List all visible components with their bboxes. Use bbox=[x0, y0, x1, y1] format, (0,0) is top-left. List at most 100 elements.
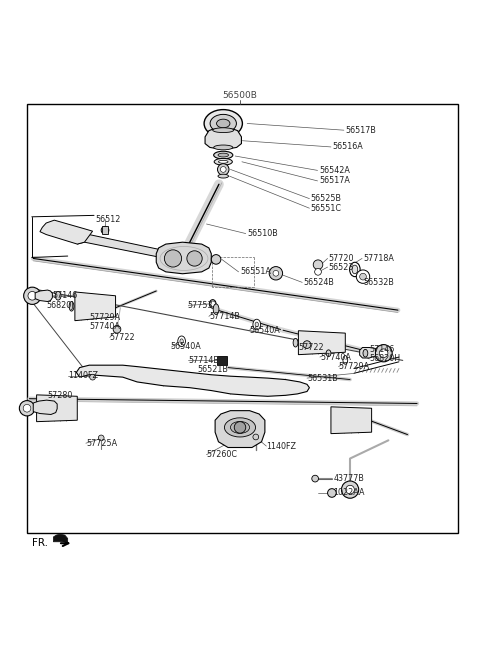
Ellipse shape bbox=[210, 114, 237, 132]
Ellipse shape bbox=[55, 291, 61, 300]
Text: 57740A: 57740A bbox=[320, 352, 351, 361]
Text: 56521B: 56521B bbox=[197, 365, 228, 374]
Circle shape bbox=[346, 485, 354, 494]
Circle shape bbox=[341, 481, 359, 498]
Text: 56510B: 56510B bbox=[247, 229, 278, 238]
Circle shape bbox=[253, 434, 259, 440]
Ellipse shape bbox=[178, 336, 185, 347]
Text: 56540A: 56540A bbox=[250, 326, 280, 335]
Circle shape bbox=[19, 400, 35, 416]
Ellipse shape bbox=[218, 174, 228, 178]
Circle shape bbox=[210, 301, 216, 307]
Circle shape bbox=[211, 254, 221, 264]
Text: 56542A: 56542A bbox=[319, 166, 350, 175]
Text: 57718A: 57718A bbox=[363, 254, 394, 263]
Text: 57260C: 57260C bbox=[206, 450, 238, 459]
Circle shape bbox=[180, 245, 192, 256]
Text: 57729A: 57729A bbox=[338, 362, 370, 371]
Text: 56517A: 56517A bbox=[319, 177, 350, 186]
Polygon shape bbox=[53, 534, 68, 542]
Bar bbox=[102, 227, 108, 234]
Text: 56512: 56512 bbox=[96, 215, 121, 224]
Circle shape bbox=[217, 164, 229, 175]
Circle shape bbox=[187, 251, 202, 266]
Circle shape bbox=[234, 422, 246, 433]
Ellipse shape bbox=[218, 153, 228, 157]
Text: 57722: 57722 bbox=[299, 343, 324, 352]
Circle shape bbox=[303, 341, 311, 349]
Text: 56516A: 56516A bbox=[332, 142, 363, 151]
Polygon shape bbox=[36, 395, 77, 422]
Polygon shape bbox=[156, 242, 211, 274]
Circle shape bbox=[164, 250, 181, 267]
Text: 57146: 57146 bbox=[369, 345, 395, 354]
Polygon shape bbox=[215, 411, 265, 448]
Ellipse shape bbox=[180, 339, 183, 343]
Ellipse shape bbox=[327, 489, 336, 497]
Ellipse shape bbox=[216, 119, 230, 128]
Polygon shape bbox=[360, 347, 375, 358]
Circle shape bbox=[315, 269, 322, 275]
Text: 56531B: 56531B bbox=[307, 374, 338, 383]
Ellipse shape bbox=[343, 356, 348, 364]
Text: 56820H: 56820H bbox=[369, 354, 400, 363]
Text: 43777B: 43777B bbox=[333, 474, 364, 483]
Polygon shape bbox=[35, 290, 52, 302]
Text: 56525B: 56525B bbox=[311, 194, 342, 203]
Circle shape bbox=[375, 345, 392, 362]
Circle shape bbox=[273, 271, 279, 276]
Circle shape bbox=[113, 325, 121, 333]
Ellipse shape bbox=[213, 128, 234, 132]
Circle shape bbox=[312, 475, 319, 482]
Polygon shape bbox=[75, 292, 116, 321]
Polygon shape bbox=[33, 400, 57, 415]
Circle shape bbox=[28, 291, 36, 300]
Polygon shape bbox=[40, 220, 93, 244]
Circle shape bbox=[23, 404, 31, 412]
Bar bbox=[27, 104, 458, 533]
Circle shape bbox=[24, 287, 41, 304]
Ellipse shape bbox=[218, 160, 228, 163]
Text: 57725A: 57725A bbox=[86, 439, 117, 448]
Ellipse shape bbox=[255, 322, 258, 327]
Polygon shape bbox=[76, 365, 310, 397]
Text: 1022AA: 1022AA bbox=[333, 489, 365, 498]
Circle shape bbox=[379, 349, 388, 358]
Circle shape bbox=[360, 273, 366, 280]
Ellipse shape bbox=[349, 262, 360, 276]
Text: 56532B: 56532B bbox=[363, 278, 394, 287]
Ellipse shape bbox=[352, 265, 358, 274]
Ellipse shape bbox=[214, 151, 233, 159]
Ellipse shape bbox=[363, 349, 368, 357]
Ellipse shape bbox=[253, 319, 261, 330]
Text: 57720: 57720 bbox=[328, 254, 354, 263]
Text: 57722: 57722 bbox=[110, 333, 135, 342]
Text: 56500B: 56500B bbox=[223, 92, 257, 100]
Ellipse shape bbox=[214, 145, 233, 150]
Text: 56524B: 56524B bbox=[303, 278, 334, 287]
Text: 57280: 57280 bbox=[47, 391, 72, 400]
Ellipse shape bbox=[225, 418, 255, 437]
Ellipse shape bbox=[204, 110, 242, 138]
Text: 56517B: 56517B bbox=[345, 126, 376, 135]
Text: 56551C: 56551C bbox=[311, 204, 342, 213]
Text: 57729A: 57729A bbox=[89, 313, 120, 322]
Text: 57146: 57146 bbox=[52, 291, 78, 300]
Text: 57740A: 57740A bbox=[89, 323, 120, 332]
Circle shape bbox=[269, 267, 283, 280]
Circle shape bbox=[98, 435, 104, 441]
Ellipse shape bbox=[209, 300, 216, 308]
Ellipse shape bbox=[213, 304, 219, 315]
Text: 56551A: 56551A bbox=[240, 267, 271, 276]
Ellipse shape bbox=[69, 302, 74, 311]
Text: 57753: 57753 bbox=[187, 301, 213, 310]
Text: 57714B: 57714B bbox=[188, 356, 219, 365]
Text: FR.: FR. bbox=[32, 538, 48, 548]
Text: 56540A: 56540A bbox=[170, 343, 201, 352]
Ellipse shape bbox=[293, 338, 298, 347]
Polygon shape bbox=[77, 234, 178, 260]
Polygon shape bbox=[331, 407, 372, 434]
Circle shape bbox=[90, 374, 96, 380]
Ellipse shape bbox=[230, 421, 250, 434]
Circle shape bbox=[101, 227, 109, 234]
